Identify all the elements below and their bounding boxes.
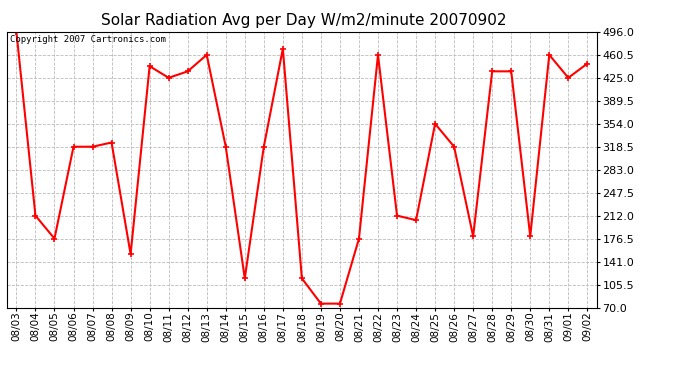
Text: Solar Radiation Avg per Day W/m2/minute 20070902: Solar Radiation Avg per Day W/m2/minute … — [101, 13, 506, 28]
Text: Copyright 2007 Cartronics.com: Copyright 2007 Cartronics.com — [10, 34, 166, 44]
